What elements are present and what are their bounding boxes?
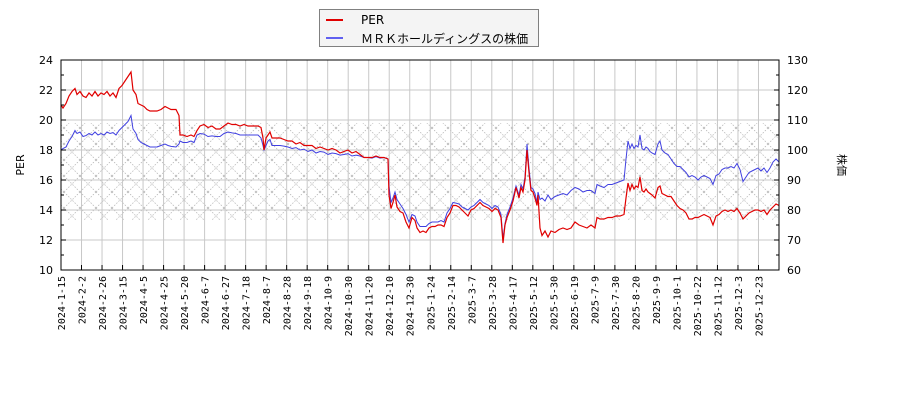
legend-label-per: PER xyxy=(361,13,385,27)
x-tick-label: 2024-10-30 xyxy=(344,276,355,336)
left-y-tick-label: 12 xyxy=(39,234,53,247)
left-y-tick-label: 22 xyxy=(39,84,53,97)
left-y-axis: 10 12 14 16 18 20 22 24 xyxy=(39,54,66,277)
left-y-tick-label: 18 xyxy=(39,144,53,157)
shaded-band xyxy=(61,123,779,221)
x-tick-label: 2025-7-9 xyxy=(590,276,601,324)
x-tick-label: 2024-10-9 xyxy=(324,276,335,330)
right-y-tick-label: 80 xyxy=(787,204,801,217)
per-line xyxy=(61,70,779,244)
right-y-tick-label: 60 xyxy=(787,264,801,277)
x-tick-label: 2025-5-30 xyxy=(549,276,560,330)
x-tick-label: 2025-10-1 xyxy=(672,276,683,330)
left-y-tick-label: 16 xyxy=(39,174,53,187)
x-tick-label: 2024-8-7 xyxy=(262,276,273,324)
x-tick-label: 2024-7-18 xyxy=(242,276,253,330)
x-tick-label: 2025-5-12 xyxy=(529,276,540,330)
x-tick-label: 2025-7-30 xyxy=(611,276,622,330)
x-tick-label: 2024-12-10 xyxy=(385,276,396,336)
legend: PER ＭＲＫホールディングスの株価 xyxy=(319,9,539,47)
legend-item-price: ＭＲＫホールディングスの株価 xyxy=(326,30,528,46)
x-tick-label: 2024-2-26 xyxy=(98,276,109,330)
legend-label-price: ＭＲＫホールディングスの株価 xyxy=(361,31,529,46)
left-y-tick-label: 20 xyxy=(39,114,53,127)
price-line xyxy=(61,113,779,239)
x-tick-label: 2024-6-27 xyxy=(221,276,232,330)
x-tick-label: 2024-1-15 xyxy=(57,276,68,330)
x-tick-label: 2024-12-30 xyxy=(406,276,417,336)
x-tick-label: 2024-6-7 xyxy=(201,276,212,324)
x-tick-label: 2024-3-15 xyxy=(119,276,130,330)
x-tick-label: 2024-9-18 xyxy=(303,276,314,330)
x-tick-label: 2024-11-20 xyxy=(365,276,376,336)
x-tick-label: 2025-3-7 xyxy=(467,276,478,324)
right-y-tick-label: 120 xyxy=(787,84,808,97)
x-tick-label: 2025-10-22 xyxy=(693,276,704,336)
right-y-tick-label: 110 xyxy=(787,114,808,127)
right-axis-label: 株価 xyxy=(835,154,849,176)
x-tick-label: 2025-2-14 xyxy=(447,276,458,330)
legend-swatch-red-line-icon xyxy=(326,19,343,21)
x-tick-label: 2025-6-19 xyxy=(570,276,581,330)
x-tick-label: 2024-4-25 xyxy=(160,276,171,330)
x-tick-label: 2024-4-5 xyxy=(139,276,150,324)
right-y-tick-label: 90 xyxy=(787,174,801,187)
left-y-tick-label: 14 xyxy=(39,204,53,217)
legend-item-per: PER xyxy=(326,12,384,28)
legend-swatch-blue-line-icon xyxy=(326,37,343,39)
x-axis: 2024-1-15 2024-2-2 2024-2-26 2024-3-15 2024-… xyxy=(57,265,765,336)
x-tick-label: 2025-12-3 xyxy=(734,276,745,330)
x-tick-label: 2025-9-9 xyxy=(652,276,663,324)
right-y-tick-label: 130 xyxy=(787,54,808,67)
x-tick-label: 2024-5-20 xyxy=(180,276,191,330)
x-tick-label: 2025-12-23 xyxy=(754,276,765,336)
right-y-tick-label: 70 xyxy=(787,234,801,247)
right-y-axis: 60 70 80 90 100 110 120 130 xyxy=(774,54,808,277)
left-y-tick-label: 24 xyxy=(39,54,53,67)
x-tick-label: 2025-3-28 xyxy=(488,276,499,330)
left-y-tick-label: 10 xyxy=(39,264,53,277)
x-tick-label: 2025-11-12 xyxy=(713,276,724,336)
x-tick-label: 2024-8-28 xyxy=(283,276,294,330)
x-tick-label: 2024-2-2 xyxy=(78,276,89,324)
x-tick-label: 2025-1-24 xyxy=(426,276,437,330)
right-y-tick-label: 100 xyxy=(787,144,808,157)
x-tick-label: 2025-4-17 xyxy=(508,276,519,330)
left-axis-label: PER xyxy=(14,154,27,176)
x-tick-label: 2025-8-20 xyxy=(631,276,642,330)
